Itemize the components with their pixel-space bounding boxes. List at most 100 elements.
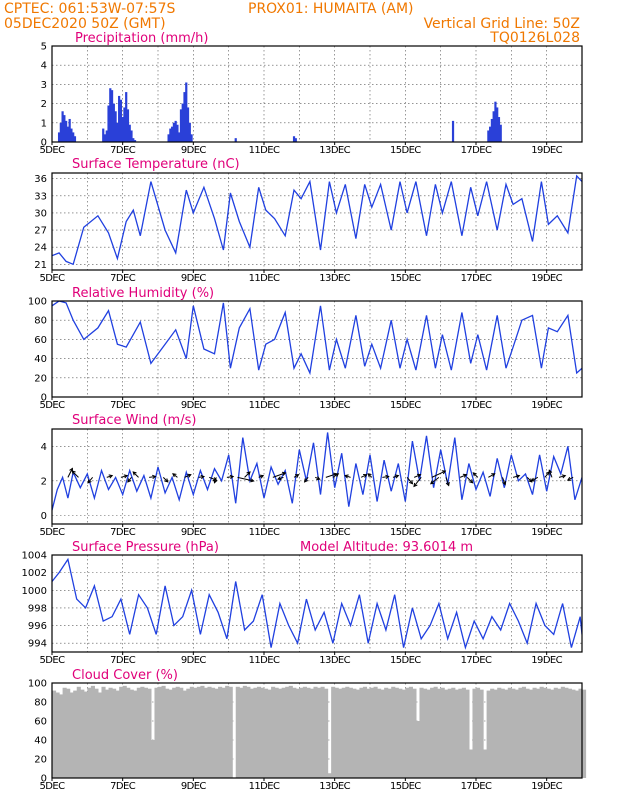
x-tick-label: 7DEC	[110, 145, 136, 156]
cloud-cover-bar	[182, 690, 187, 778]
cloud-cover-bar	[384, 687, 389, 778]
wind-arrow-head	[548, 469, 553, 474]
cloud-cover-bar	[306, 687, 311, 778]
temp-series-line	[52, 174, 582, 266]
cloud-cover-bar	[444, 689, 449, 778]
cloud-cover-bar	[415, 721, 421, 778]
cloud-cover-bar	[405, 687, 410, 778]
header-date: 05DEC2020 50Z (GMT)	[4, 16, 166, 32]
cloud-cover-bar	[196, 686, 201, 778]
cloud-cover-bar	[115, 690, 120, 778]
cloud-cover-bar	[447, 688, 452, 778]
cloud-cover-bar	[479, 689, 484, 778]
panel-frame	[51, 172, 583, 271]
cloud-cover-bar	[334, 687, 339, 778]
wind-arrow-head	[281, 471, 287, 476]
cloud-cover-bar	[426, 689, 431, 778]
x-tick-label: 15DEC	[390, 655, 421, 666]
wind-arrow-shaft	[466, 477, 473, 484]
cloud-cover-bar	[133, 690, 138, 778]
wind-arrow-shaft	[413, 474, 421, 478]
cloud-cover-bar	[398, 688, 403, 778]
cloud-cover-bar	[136, 687, 141, 778]
wind-arrow-head	[441, 470, 447, 475]
y-tick-label: 5	[41, 42, 47, 53]
precip-bar	[494, 101, 497, 142]
precip-bar	[487, 130, 490, 142]
precip-bar	[133, 140, 137, 142]
wind-arrow-head	[294, 474, 300, 478]
y-tick-label: 60	[34, 717, 47, 728]
panel-frame	[51, 45, 583, 143]
precip-bar	[66, 126, 69, 142]
precip-bar	[292, 136, 296, 142]
y-tick-label: 24	[34, 243, 47, 254]
cloud-cover-bar	[299, 687, 304, 778]
cloud-cover-bar	[362, 686, 368, 778]
x-tick-label: 7DEC	[110, 273, 136, 284]
header-station: PROX01: HUMAITA (AM)	[248, 1, 414, 17]
wind-arrow-head	[528, 478, 533, 483]
cloud-cover-bar	[239, 687, 244, 778]
cloud-cover-bar	[285, 686, 290, 778]
y-tick-label: 40	[34, 354, 47, 365]
cloud-cover-bar	[73, 690, 78, 778]
precip-bar	[103, 134, 107, 142]
cloud-cover-bar	[165, 688, 170, 778]
precip-bar	[118, 95, 121, 142]
cloud-cover-bar	[419, 687, 424, 778]
y-tick-label: 1000	[22, 586, 47, 597]
precip-bar	[497, 117, 501, 142]
wind-arrow-head	[445, 481, 450, 487]
y-tick-label: 80	[34, 316, 47, 327]
x-tick-label: 15DEC	[390, 781, 421, 792]
x-tick-label: 19DEC	[531, 273, 562, 284]
cloud-cover-bar	[472, 688, 477, 778]
wind-arrow-head	[515, 474, 521, 479]
y-tick-label: 996	[28, 621, 47, 632]
wind-arrow-shaft	[431, 470, 446, 478]
x-tick-label: 5DEC	[40, 781, 66, 792]
y-tick-label: 20	[34, 373, 47, 384]
header-coordinates: CPTEC: 061:53W-07:57S	[4, 1, 175, 17]
x-tick-label: 5DEC	[40, 400, 66, 411]
cloud-cover-bar	[553, 687, 558, 778]
cloud-cover-bar	[221, 687, 226, 778]
cloud-cover-bar	[373, 686, 378, 778]
x-tick-label: 13DEC	[319, 655, 350, 666]
cloud-cover-bar	[143, 687, 148, 778]
precip-bar	[72, 132, 75, 142]
precip-bar	[116, 122, 119, 142]
cloud-cover-bar	[408, 686, 413, 778]
y-tick-label: 30	[34, 208, 47, 219]
precip-bar	[172, 122, 175, 142]
wind-arrow-shaft	[67, 468, 73, 478]
y-tick-label: 27	[34, 226, 47, 237]
y-tick-label: 0	[41, 138, 47, 149]
cloud-cover-bar	[518, 687, 523, 778]
cloud-cover-bar	[331, 686, 336, 778]
precip-bar	[73, 136, 77, 142]
cloud-cover-bar	[90, 685, 95, 778]
cloud-cover-bar	[242, 685, 247, 778]
x-tick-label: 19DEC	[531, 655, 562, 666]
wind-arrow-head	[413, 482, 418, 488]
wind-arrow-head	[363, 474, 368, 478]
cloud-cover-bar	[490, 688, 495, 778]
cloud-cover-bar	[430, 687, 435, 778]
cloud-cover-bar	[458, 688, 463, 778]
precip-bar	[68, 118, 71, 142]
panels-group: 0 1 2 3 4 5 5DEC 7DEC 9DEC 11DEC 13DEC 15DEC 17DEC 19…	[22, 31, 587, 792]
precip-bar	[190, 134, 193, 142]
cloud-cover-bar	[543, 687, 548, 778]
wind-arrow-head	[172, 473, 177, 478]
wind-arrow-shaft	[132, 471, 139, 478]
cloud-cover-bar	[246, 686, 251, 778]
x-tick-label: 9DEC	[181, 781, 207, 792]
cloud-cover-bar	[147, 688, 152, 778]
wind-arrow-shaft	[406, 477, 413, 484]
precip-bar	[121, 117, 124, 142]
precip-bar	[294, 138, 297, 142]
cloud-cover-bar	[158, 686, 163, 778]
